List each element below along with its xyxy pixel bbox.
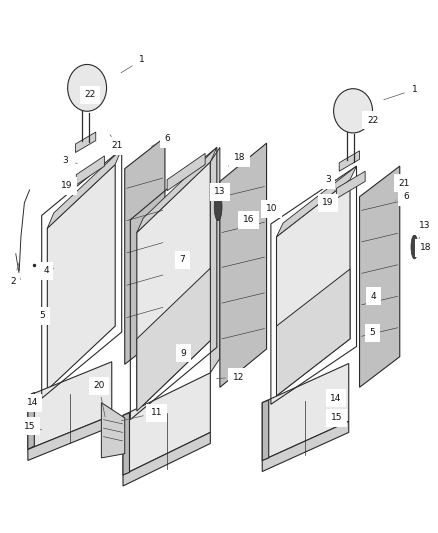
Text: 10: 10 <box>266 204 278 213</box>
Polygon shape <box>125 137 165 365</box>
Polygon shape <box>167 154 205 191</box>
Text: 7: 7 <box>178 255 185 264</box>
Polygon shape <box>137 268 210 411</box>
Text: 4: 4 <box>366 292 377 301</box>
Polygon shape <box>137 148 217 232</box>
Polygon shape <box>262 421 349 472</box>
Text: 3: 3 <box>325 175 338 184</box>
Text: 13: 13 <box>419 221 430 238</box>
Polygon shape <box>101 402 125 458</box>
Polygon shape <box>337 171 365 198</box>
Polygon shape <box>360 166 400 387</box>
Text: 22: 22 <box>85 90 96 99</box>
Text: 1: 1 <box>121 55 145 73</box>
Text: 5: 5 <box>40 311 47 320</box>
Polygon shape <box>76 156 104 185</box>
Polygon shape <box>210 148 220 373</box>
Text: 13: 13 <box>214 187 226 204</box>
Text: 18: 18 <box>229 153 246 166</box>
Polygon shape <box>276 180 350 396</box>
Text: 14: 14 <box>26 398 39 408</box>
Polygon shape <box>137 162 210 411</box>
Text: 9: 9 <box>180 349 187 358</box>
Text: 16: 16 <box>242 215 254 224</box>
Text: 2: 2 <box>11 262 19 286</box>
Text: 1: 1 <box>384 85 417 100</box>
Text: 6: 6 <box>152 134 170 146</box>
Ellipse shape <box>214 193 222 221</box>
Text: 4: 4 <box>43 266 54 275</box>
Ellipse shape <box>334 88 372 133</box>
Text: 5: 5 <box>368 328 375 337</box>
Ellipse shape <box>67 64 106 111</box>
Text: 21: 21 <box>110 135 123 150</box>
Polygon shape <box>123 432 210 486</box>
Polygon shape <box>262 400 269 461</box>
Text: 14: 14 <box>330 394 342 403</box>
Ellipse shape <box>411 235 418 259</box>
Text: 19: 19 <box>322 191 335 207</box>
Polygon shape <box>28 392 34 449</box>
Text: 18: 18 <box>420 243 431 252</box>
Polygon shape <box>276 269 350 396</box>
Polygon shape <box>339 151 360 171</box>
Polygon shape <box>28 362 112 449</box>
Polygon shape <box>75 132 96 152</box>
Polygon shape <box>47 164 115 390</box>
Text: 20: 20 <box>93 381 105 417</box>
Text: 11: 11 <box>121 408 162 421</box>
Text: 15: 15 <box>331 414 343 423</box>
Polygon shape <box>123 373 210 475</box>
Text: 6: 6 <box>396 192 409 201</box>
Text: 15: 15 <box>24 422 42 431</box>
Polygon shape <box>262 364 349 461</box>
Polygon shape <box>47 149 122 228</box>
Polygon shape <box>123 413 130 475</box>
Text: 21: 21 <box>399 179 410 188</box>
Text: 12: 12 <box>216 373 244 382</box>
Text: 22: 22 <box>367 116 378 125</box>
Polygon shape <box>276 166 357 237</box>
Polygon shape <box>28 415 112 461</box>
Text: 3: 3 <box>63 156 77 165</box>
Polygon shape <box>220 143 267 387</box>
Text: 19: 19 <box>61 180 77 190</box>
